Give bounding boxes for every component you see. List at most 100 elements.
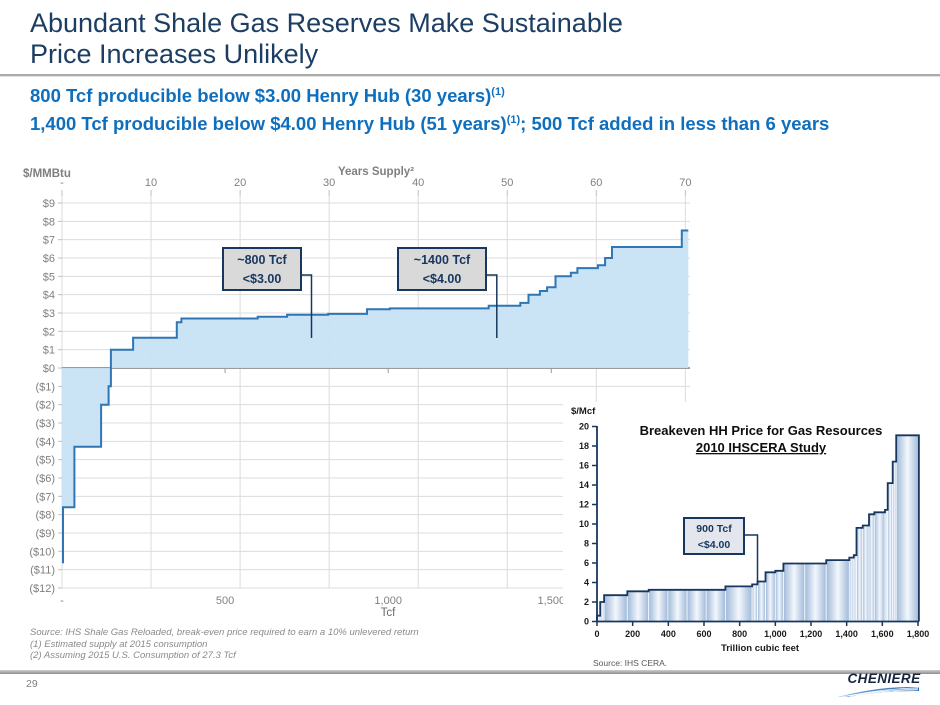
y-axis-tick-label: ($8) (35, 510, 55, 522)
footnote-2: (2) Assuming 2015 U.S. Consumption of 27… (30, 650, 236, 661)
y-axis-tick-label: $9 (43, 198, 55, 210)
resource-band (686, 589, 707, 622)
x-axis-tick-label: 600 (696, 629, 711, 639)
resource-band (825, 559, 850, 622)
y-axis-tick-label: 16 (579, 461, 589, 471)
subtitle-line-2: 1,400 Tcf producible below $4.00 Henry H… (30, 113, 829, 135)
inset-title-line1: Breakeven HH Price for Gas Resources (640, 423, 883, 438)
top-axis-tick-label: 10 (145, 177, 157, 189)
resource-band (603, 594, 628, 622)
resource-band (895, 434, 920, 622)
annotation-1400-line1: ~1400 Tcf (413, 253, 471, 267)
footnotes: Source: IHS Shale Gas Reloaded, break-ev… (30, 627, 419, 662)
resource-band (884, 509, 889, 622)
resource-band (626, 590, 650, 622)
top-axis-tick-label: 20 (234, 177, 246, 189)
top-axis-tick-label: - (60, 177, 64, 189)
y-axis-tick-label: 0 (584, 617, 589, 627)
y-axis-tick-label: ($7) (35, 491, 55, 503)
x-axis-tick-label: 1,400 (835, 629, 858, 639)
y-axis-tick-label: $5 (43, 271, 55, 283)
y-axis-tick-label: $7 (43, 235, 55, 247)
resource-band (724, 585, 753, 622)
x-axis-tick-label: - (60, 595, 64, 607)
resource-band (868, 513, 875, 623)
annotation-box-800tcf: ~800 Tcf <$3.00 (222, 247, 302, 291)
title-line-2: Price Increases Unlikely (30, 39, 319, 69)
y-axis-tick-label: 8 (584, 539, 589, 549)
y-axis-tick-label: ($11) (30, 565, 55, 577)
page-title: Abundant Shale Gas Reserves Make Sustain… (30, 8, 623, 70)
callout-line (745, 534, 759, 584)
y-axis-tick-label: 12 (579, 500, 589, 510)
resource-band (705, 589, 726, 622)
source-note: Source: IHS Shale Gas Reloaded, break-ev… (30, 627, 419, 638)
annotation-box-900tcf: 900 Tcf <$4.00 (683, 517, 745, 555)
resource-band (873, 511, 886, 622)
top-axis-tick-label: 30 (323, 177, 335, 189)
top-axis-tick-label: 60 (590, 177, 602, 189)
resource-band (765, 571, 776, 622)
y-axis-title: $/Mcf (571, 406, 596, 417)
inset-source: Source: IHS CERA. (593, 658, 667, 668)
resource-band (648, 589, 669, 622)
annotation-800-line1: ~800 Tcf (237, 253, 287, 267)
x-axis-tick-label: 1,600 (871, 629, 894, 639)
annotation-800-line2: <$3.00 (242, 272, 282, 286)
annotation-900-line2: <$4.00 (697, 539, 731, 551)
x-axis-title: Trillion cubic feet (721, 643, 800, 654)
annotation-box-1400tcf: ~1400 Tcf <$4.00 (397, 247, 487, 291)
annotation-900-line1: 900 Tcf (696, 523, 732, 535)
x-axis-tick-label: 0 (594, 629, 599, 639)
x-axis-tick-label: 800 (732, 629, 747, 639)
y-axis-tick-label: 20 (579, 422, 589, 432)
resource-band (782, 563, 806, 622)
callout-line (487, 274, 498, 338)
resource-band (856, 527, 864, 622)
resource-band (862, 525, 870, 622)
subtitle-1-text: 800 Tcf producible below $3.00 Henry Hub… (30, 85, 492, 106)
annotation-1400-line2: <$4.00 (422, 272, 462, 286)
y-axis-tick-label: 4 (584, 578, 589, 588)
x-axis-tick-label: 1,000 (764, 629, 787, 639)
subtitle-2-text-cont: ; 500 Tcf added in less than 6 years (520, 113, 830, 134)
x-axis-title: Tcf (381, 607, 397, 619)
cheniere-logo: CHENIERE (838, 671, 930, 698)
y-axis-tick-label: ($4) (35, 436, 55, 448)
y-axis-tick-label: ($10) (29, 546, 55, 558)
subtitle-1-footref: (1) (491, 85, 505, 98)
y-axis-tick-label: $4 (43, 290, 55, 302)
title-line-1: Abundant Shale Gas Reserves Make Sustain… (30, 8, 623, 38)
top-axis-tick-label: 70 (679, 177, 691, 189)
y-axis-tick-label: 14 (579, 480, 589, 490)
y-axis-tick-label: 6 (584, 558, 589, 568)
y-axis-tick-label: ($1) (35, 381, 55, 393)
y-axis-tick-label: ($3) (35, 418, 55, 430)
subtitle-2-footref: (1) (506, 113, 521, 126)
callout-line (302, 274, 313, 338)
inset-ihscera-chart: 0 2 4 6 8 10 12 14 16 18 20 0 200 400 600 800 1,000 1,200… (563, 402, 940, 672)
cheniere-swoosh-icon (838, 687, 919, 698)
x-axis-tick-label: 1,800 (907, 629, 930, 639)
resource-band (774, 570, 784, 622)
y-axis-tick-label: $6 (43, 253, 55, 265)
resource-band (848, 557, 855, 622)
resource-band (667, 589, 688, 622)
y-axis-tick-label: ($5) (35, 455, 55, 467)
y-axis-title: $/MMBtu (23, 168, 71, 180)
resource-band (804, 563, 827, 622)
x-axis-tick-label: 200 (625, 629, 640, 639)
y-axis-tick-label: ($12) (29, 583, 55, 595)
page-number: 29 (26, 678, 38, 690)
footnote-1: (1) Estimated supply at 2015 consumption (30, 638, 208, 650)
top-axis-tick-label: 40 (412, 177, 424, 189)
supply-cost-curve (62, 229, 689, 564)
x-axis-tick-label: 500 (216, 595, 234, 607)
y-axis-tick-label: $8 (43, 216, 55, 228)
resource-band (751, 583, 758, 622)
breakeven-curve (596, 434, 920, 622)
resource-band (853, 554, 857, 622)
resource-band (757, 581, 766, 622)
top-axis-tick-label: 50 (501, 177, 513, 189)
